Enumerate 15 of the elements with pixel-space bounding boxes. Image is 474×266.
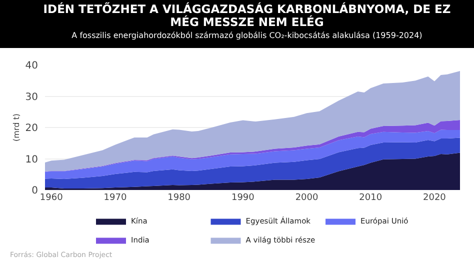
x-tick-label: 2010 xyxy=(359,193,382,203)
chart-subtitle: A fosszilis energiahordozókból származó globális CO₂-kibocsátás alakulása (1959-2024) xyxy=(70,31,424,40)
y-axis-title: (mrd t) xyxy=(12,114,21,142)
y-tick-label: 10 xyxy=(25,154,38,166)
y-tick-label: 30 xyxy=(25,92,38,103)
x-tick-label: 1980 xyxy=(168,193,191,203)
y-tick-label: 40 xyxy=(25,60,38,72)
x-tick-label: 2020 xyxy=(423,193,446,203)
x-tick-label: 1990 xyxy=(231,193,255,203)
y-tick-label: 20 xyxy=(25,123,38,134)
x-tick-label: 2000 xyxy=(295,193,318,203)
y-tick-label: 0 xyxy=(32,186,38,196)
x-tick-label: 1970 xyxy=(104,193,127,203)
chart-title: IDÉN TETŐZHET A VILÁGGAZDASÁG KARBONLÁBNYOMA, DE EZ MÉG MESSZE NEM ELÉG xyxy=(42,2,452,29)
x-tick-label: 1960 xyxy=(40,193,64,203)
